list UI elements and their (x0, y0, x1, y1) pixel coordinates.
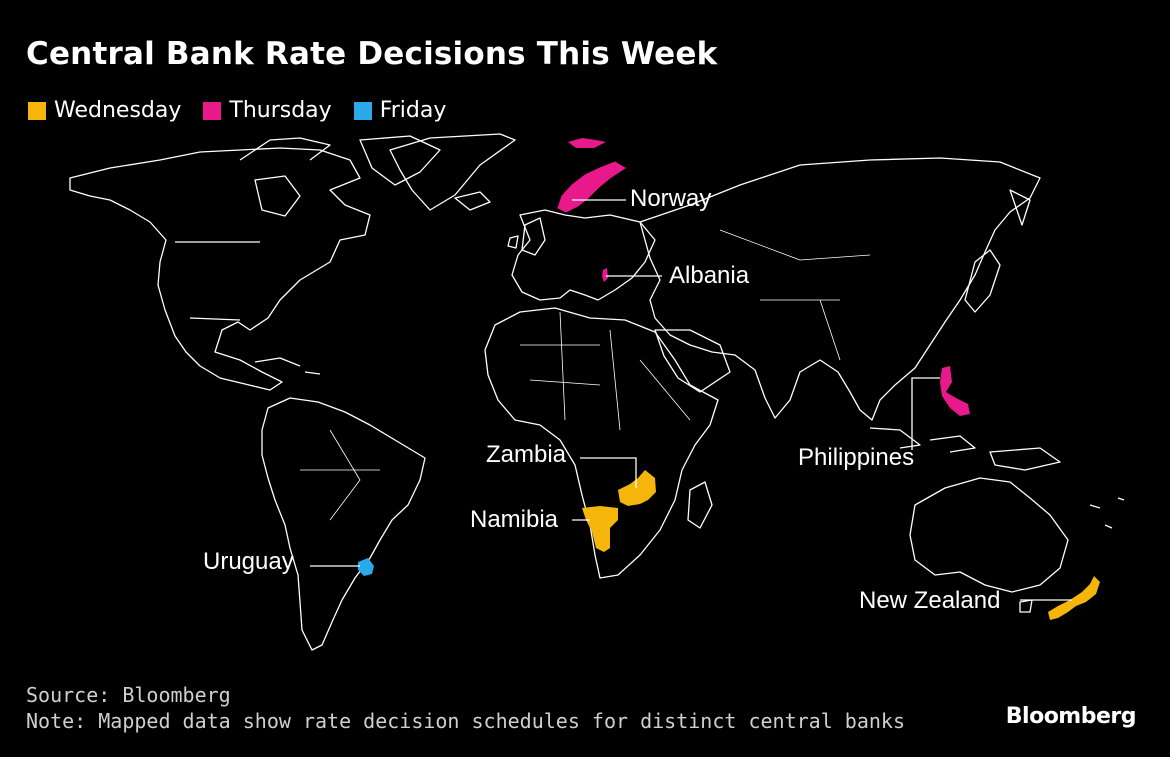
asia-outline (639, 157, 1041, 421)
north-america-outline (69, 147, 371, 391)
uruguay-shape (358, 558, 374, 576)
new-zealand-shape (1048, 576, 1100, 620)
philippines-callout-line (911, 377, 940, 450)
legend-item-friday: Friday (353, 98, 447, 123)
japan-outline (964, 249, 1001, 313)
australia-outline (909, 477, 1069, 593)
legend-item-wednesday: Wednesday (28, 98, 181, 123)
methodology-note: Note: Mapped data show rate decision sch… (26, 709, 905, 733)
madagascar-outline (687, 481, 713, 529)
footer: Source: Bloomberg Note: Mapped data show… (26, 682, 905, 734)
country-labels: Norway Albania Philippines Zambia Namibi… (203, 185, 1000, 614)
africa-outline (484, 307, 719, 579)
chart-title: Central Bank Rate Decisions This Week (26, 36, 718, 72)
greenland-outline (389, 133, 516, 211)
uk-outline (507, 217, 546, 256)
arctic-islands-outline (239, 135, 441, 186)
label-zambia: Zambia (486, 441, 567, 468)
legend-item-thursday: Thursday (203, 98, 332, 123)
pacific-islands-outline (1089, 497, 1125, 529)
label-norway: Norway (630, 185, 711, 212)
highlighted-countries (358, 138, 1100, 620)
legend-swatch-thursday (203, 101, 222, 120)
tasmania-outline (1019, 599, 1033, 613)
namibia-shape (582, 506, 618, 552)
caribbean-outline (254, 357, 321, 375)
label-uruguay: Uruguay (203, 548, 294, 575)
arabia-outline (654, 329, 731, 393)
legend-swatch-wednesday (28, 101, 46, 120)
albania-shape (602, 268, 608, 282)
kamchatka-outline (1009, 189, 1031, 226)
legend-swatch-friday (353, 101, 372, 120)
land-outlines (69, 133, 1125, 651)
label-philippines: Philippines (798, 444, 914, 471)
philippines-shape (940, 366, 970, 416)
legend-label-thursday: Thursday (229, 98, 332, 123)
indonesia-outline (869, 427, 1061, 471)
source-note: Source: Bloomberg (26, 683, 231, 707)
zambia-callout-line (580, 457, 637, 488)
internal-borders (300, 229, 871, 521)
legend-label-friday: Friday (379, 98, 447, 123)
legend: Wednesday Thursday Friday (28, 98, 446, 123)
svalbard-shape (568, 138, 606, 148)
norway-shape (557, 161, 626, 213)
label-namibia: Namibia (470, 506, 559, 533)
us-mexico-border (189, 317, 241, 321)
label-new-zealand: New Zealand (859, 587, 1000, 614)
zambia-shape (618, 470, 656, 506)
label-albania: Albania (669, 262, 750, 289)
callout-lines (310, 199, 1072, 601)
bloomberg-logo: Bloomberg (1005, 704, 1137, 729)
iceland-outline (454, 191, 491, 211)
legend-label-wednesday: Wednesday (54, 98, 182, 123)
europe-outline (511, 209, 656, 301)
hudson-bay-outline (254, 175, 301, 217)
south-america-outline (261, 397, 426, 651)
